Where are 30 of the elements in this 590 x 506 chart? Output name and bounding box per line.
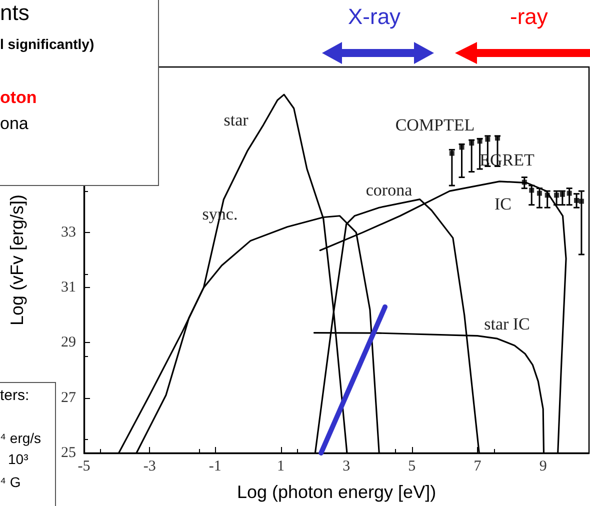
y-tick-label: 25	[61, 445, 76, 461]
y-tick-label: 27	[61, 390, 76, 406]
text: 10³	[8, 451, 28, 467]
x-tick-label: 1	[277, 458, 285, 474]
x-axis-title: Log (photon energy [eV])	[236, 482, 436, 502]
text: ⁴ G	[0, 474, 21, 490]
text: l significantly)	[0, 36, 94, 52]
text: oton	[0, 88, 37, 108]
y-tick-label: 29	[61, 334, 76, 351]
text: ⁴ erg/s	[0, 430, 42, 446]
x-tick-label: 3	[342, 458, 350, 474]
annotation: corona	[366, 180, 412, 200]
x-tick-label: -3	[143, 458, 156, 474]
x-tick-label: -1	[208, 458, 222, 474]
annotation: COMPTEL	[395, 116, 475, 134]
text: ters:	[0, 387, 30, 404]
x-tick-label: -5	[78, 458, 90, 474]
text: nts	[0, 0, 30, 26]
y-tick-label: 33	[61, 224, 76, 240]
annotation: IC	[494, 194, 512, 214]
text: X-ray	[348, 4, 401, 30]
annotation: star IC	[484, 314, 530, 334]
y-tick-label: 31	[61, 280, 76, 296]
x-tick-label: 9	[539, 458, 547, 474]
x-tick-label: 5	[408, 458, 416, 474]
y-axis-title: Log (vFv [erg/s])	[7, 194, 27, 326]
text: -ray	[510, 4, 548, 30]
annotation: star	[224, 110, 248, 130]
text: ona	[0, 114, 28, 134]
x-tick-label: 7	[474, 458, 482, 474]
